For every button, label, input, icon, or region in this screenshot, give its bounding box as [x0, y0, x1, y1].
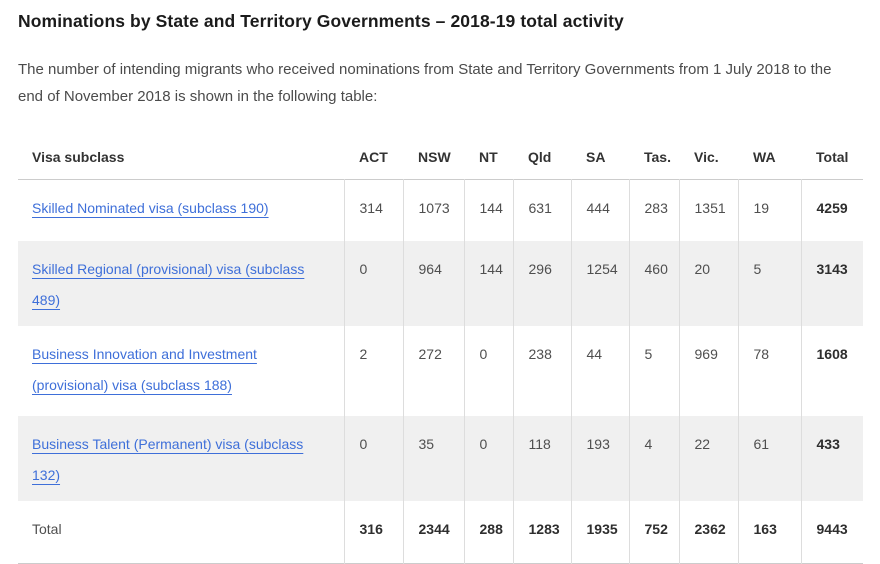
column-header-visa-subclass: Visa subclass	[32, 149, 125, 166]
column-header-nsw: NSW	[418, 149, 451, 166]
cell-value: 0	[343, 416, 403, 501]
column-header-tas: Tas.	[644, 149, 671, 166]
row-total: 1608	[800, 326, 863, 416]
total-row-label: Total	[32, 521, 62, 537]
column-header-act: ACT	[359, 149, 388, 166]
cell-value: 272	[402, 326, 464, 416]
visa-subclass-cell: Business Innovation and Investment (prov…	[18, 326, 344, 416]
table-row: Business Innovation and Investment (prov…	[18, 326, 863, 416]
cell-value: 78	[737, 326, 801, 416]
column-header-total: Total	[816, 149, 849, 166]
cell-value: 460	[628, 241, 679, 326]
column-header-vic: Vic.	[694, 149, 719, 166]
cell-value: 444	[570, 179, 629, 241]
table-row: Skilled Nominated visa (subclass 190) 314…	[18, 179, 863, 241]
visa-subclass-link[interactable]: Skilled Regional (provisional) visa (sub…	[32, 261, 305, 308]
cell-value: 314	[343, 179, 403, 241]
cell-value: 1254	[570, 241, 629, 326]
visa-subclass-link[interactable]: Business Innovation and Investment (prov…	[32, 346, 257, 393]
column-header-wa: WA	[753, 149, 776, 166]
cell-value: 144	[463, 241, 513, 326]
table-row: Skilled Regional (provisional) visa (sub…	[18, 241, 863, 326]
cell-value: 4	[628, 416, 679, 501]
cell-value: 193	[570, 416, 629, 501]
cell-value: 0	[463, 326, 513, 416]
nominations-table: Visa subclass ACT NSW NT Qld SA Tas. Vic. WA Tota…	[18, 136, 863, 564]
visa-subclass-cell: Skilled Regional (provisional) visa (sub…	[18, 241, 344, 326]
row-total: 3143	[800, 241, 863, 326]
cell-value: 2	[343, 326, 403, 416]
total-cell-value: 1935	[570, 501, 629, 563]
visa-subclass-link[interactable]: Skilled Nominated visa (subclass 190)	[32, 199, 269, 216]
cell-value: 964	[402, 241, 464, 326]
table-row: Business Talent (Permanent) visa (subcla…	[18, 416, 863, 501]
total-cell-value: 1283	[512, 501, 571, 563]
cell-value: 0	[463, 416, 513, 501]
cell-value: 19	[737, 179, 801, 241]
cell-value: 20	[678, 241, 738, 326]
visa-subclass-link[interactable]: Business Talent (Permanent) visa (subcla…	[32, 436, 304, 483]
total-cell-value: 316	[343, 501, 403, 563]
cell-value: 1073	[402, 179, 464, 241]
cell-value: 44	[570, 326, 629, 416]
column-header-qld: Qld	[528, 149, 552, 166]
intro-paragraph: The number of intending migrants who rec…	[18, 61, 832, 105]
cell-value: 969	[678, 326, 738, 416]
cell-value: 144	[463, 179, 513, 241]
cell-value: 5	[628, 326, 679, 416]
row-total: 4259	[800, 179, 863, 241]
cell-value: 631	[512, 179, 571, 241]
table-total-row: Total 316 2344 288 1283 1935 752 2362 163 9443	[18, 501, 863, 563]
total-cell-value: 2344	[402, 501, 464, 563]
total-cell-value: 163	[737, 501, 801, 563]
cell-value: 5	[737, 241, 801, 326]
cell-value: 61	[737, 416, 801, 501]
total-cell-value: 2362	[678, 501, 738, 563]
total-cell-value: 288	[463, 501, 513, 563]
row-total: 433	[800, 416, 863, 501]
table-header-row: Visa subclass ACT NSW NT Qld SA Tas. Vic. WA Tota…	[18, 136, 863, 179]
cell-value: 22	[678, 416, 738, 501]
table-body: Skilled Nominated visa (subclass 190) 314…	[18, 179, 863, 563]
cell-value: 296	[512, 241, 571, 326]
cell-value: 0	[343, 241, 403, 326]
column-header-sa: SA	[586, 149, 606, 166]
visa-subclass-cell: Business Talent (Permanent) visa (subcla…	[18, 416, 344, 501]
cell-value: 118	[512, 416, 571, 501]
cell-value: 35	[402, 416, 464, 501]
cell-value: 283	[628, 179, 679, 241]
cell-value: 238	[512, 326, 571, 416]
total-cell-value: 752	[628, 501, 679, 563]
grand-total: 9443	[800, 501, 863, 563]
visa-subclass-cell: Skilled Nominated visa (subclass 190)	[18, 179, 344, 241]
page-title: Nominations by State and Territory Gover…	[18, 11, 624, 31]
column-header-nt: NT	[479, 149, 498, 166]
cell-value: 1351	[678, 179, 738, 241]
